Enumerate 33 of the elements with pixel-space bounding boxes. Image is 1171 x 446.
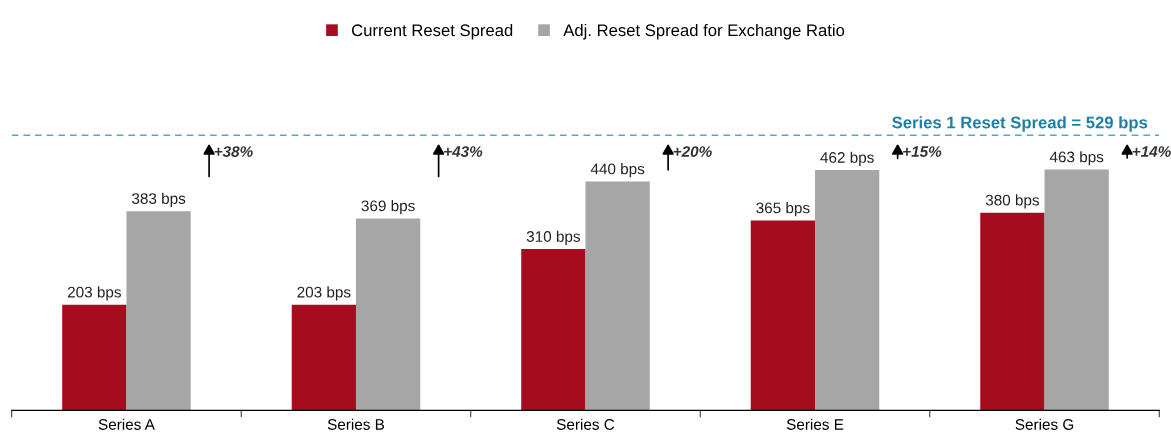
data-label: 440 bps xyxy=(590,163,645,178)
x-tick-label: Series C xyxy=(556,418,615,430)
bar xyxy=(980,212,1045,411)
data-label: 380 bps xyxy=(985,194,1040,209)
data-label: 203 bps xyxy=(297,286,351,301)
legend-label: Adj. Reset Spread for Exchange Ratio xyxy=(563,23,845,40)
bar xyxy=(126,211,191,411)
data-label: 383 bps xyxy=(132,192,186,207)
ref-line-label: Series 1 Reset Spread = 529 bps xyxy=(892,116,1148,132)
x-tick-label: Series B xyxy=(327,418,385,430)
bar xyxy=(750,220,816,411)
bar xyxy=(355,218,421,411)
legend-label: Current Reset Spread xyxy=(351,23,513,40)
data-label: 203 bps xyxy=(67,286,121,301)
x-tick-label: Series E xyxy=(786,418,844,430)
data-label: 369 bps xyxy=(361,200,415,215)
data-label: 462 bps xyxy=(820,151,874,166)
bar xyxy=(815,170,880,411)
bar xyxy=(521,249,586,411)
bar xyxy=(291,304,356,411)
data-label: 463 bps xyxy=(1049,151,1104,166)
text: +14% xyxy=(1132,146,1171,157)
x-tick-label: Series G xyxy=(1015,418,1074,430)
data-label: 365 bps xyxy=(756,202,810,217)
x-tick-label: Series A xyxy=(98,418,155,430)
bar xyxy=(585,181,650,411)
bar xyxy=(1044,169,1109,411)
text: +20% xyxy=(673,146,712,157)
text: +15% xyxy=(903,146,942,157)
text: +38% xyxy=(214,146,253,157)
text: +43% xyxy=(444,146,483,157)
bar xyxy=(62,304,127,411)
data-label: 310 bps xyxy=(526,230,580,245)
